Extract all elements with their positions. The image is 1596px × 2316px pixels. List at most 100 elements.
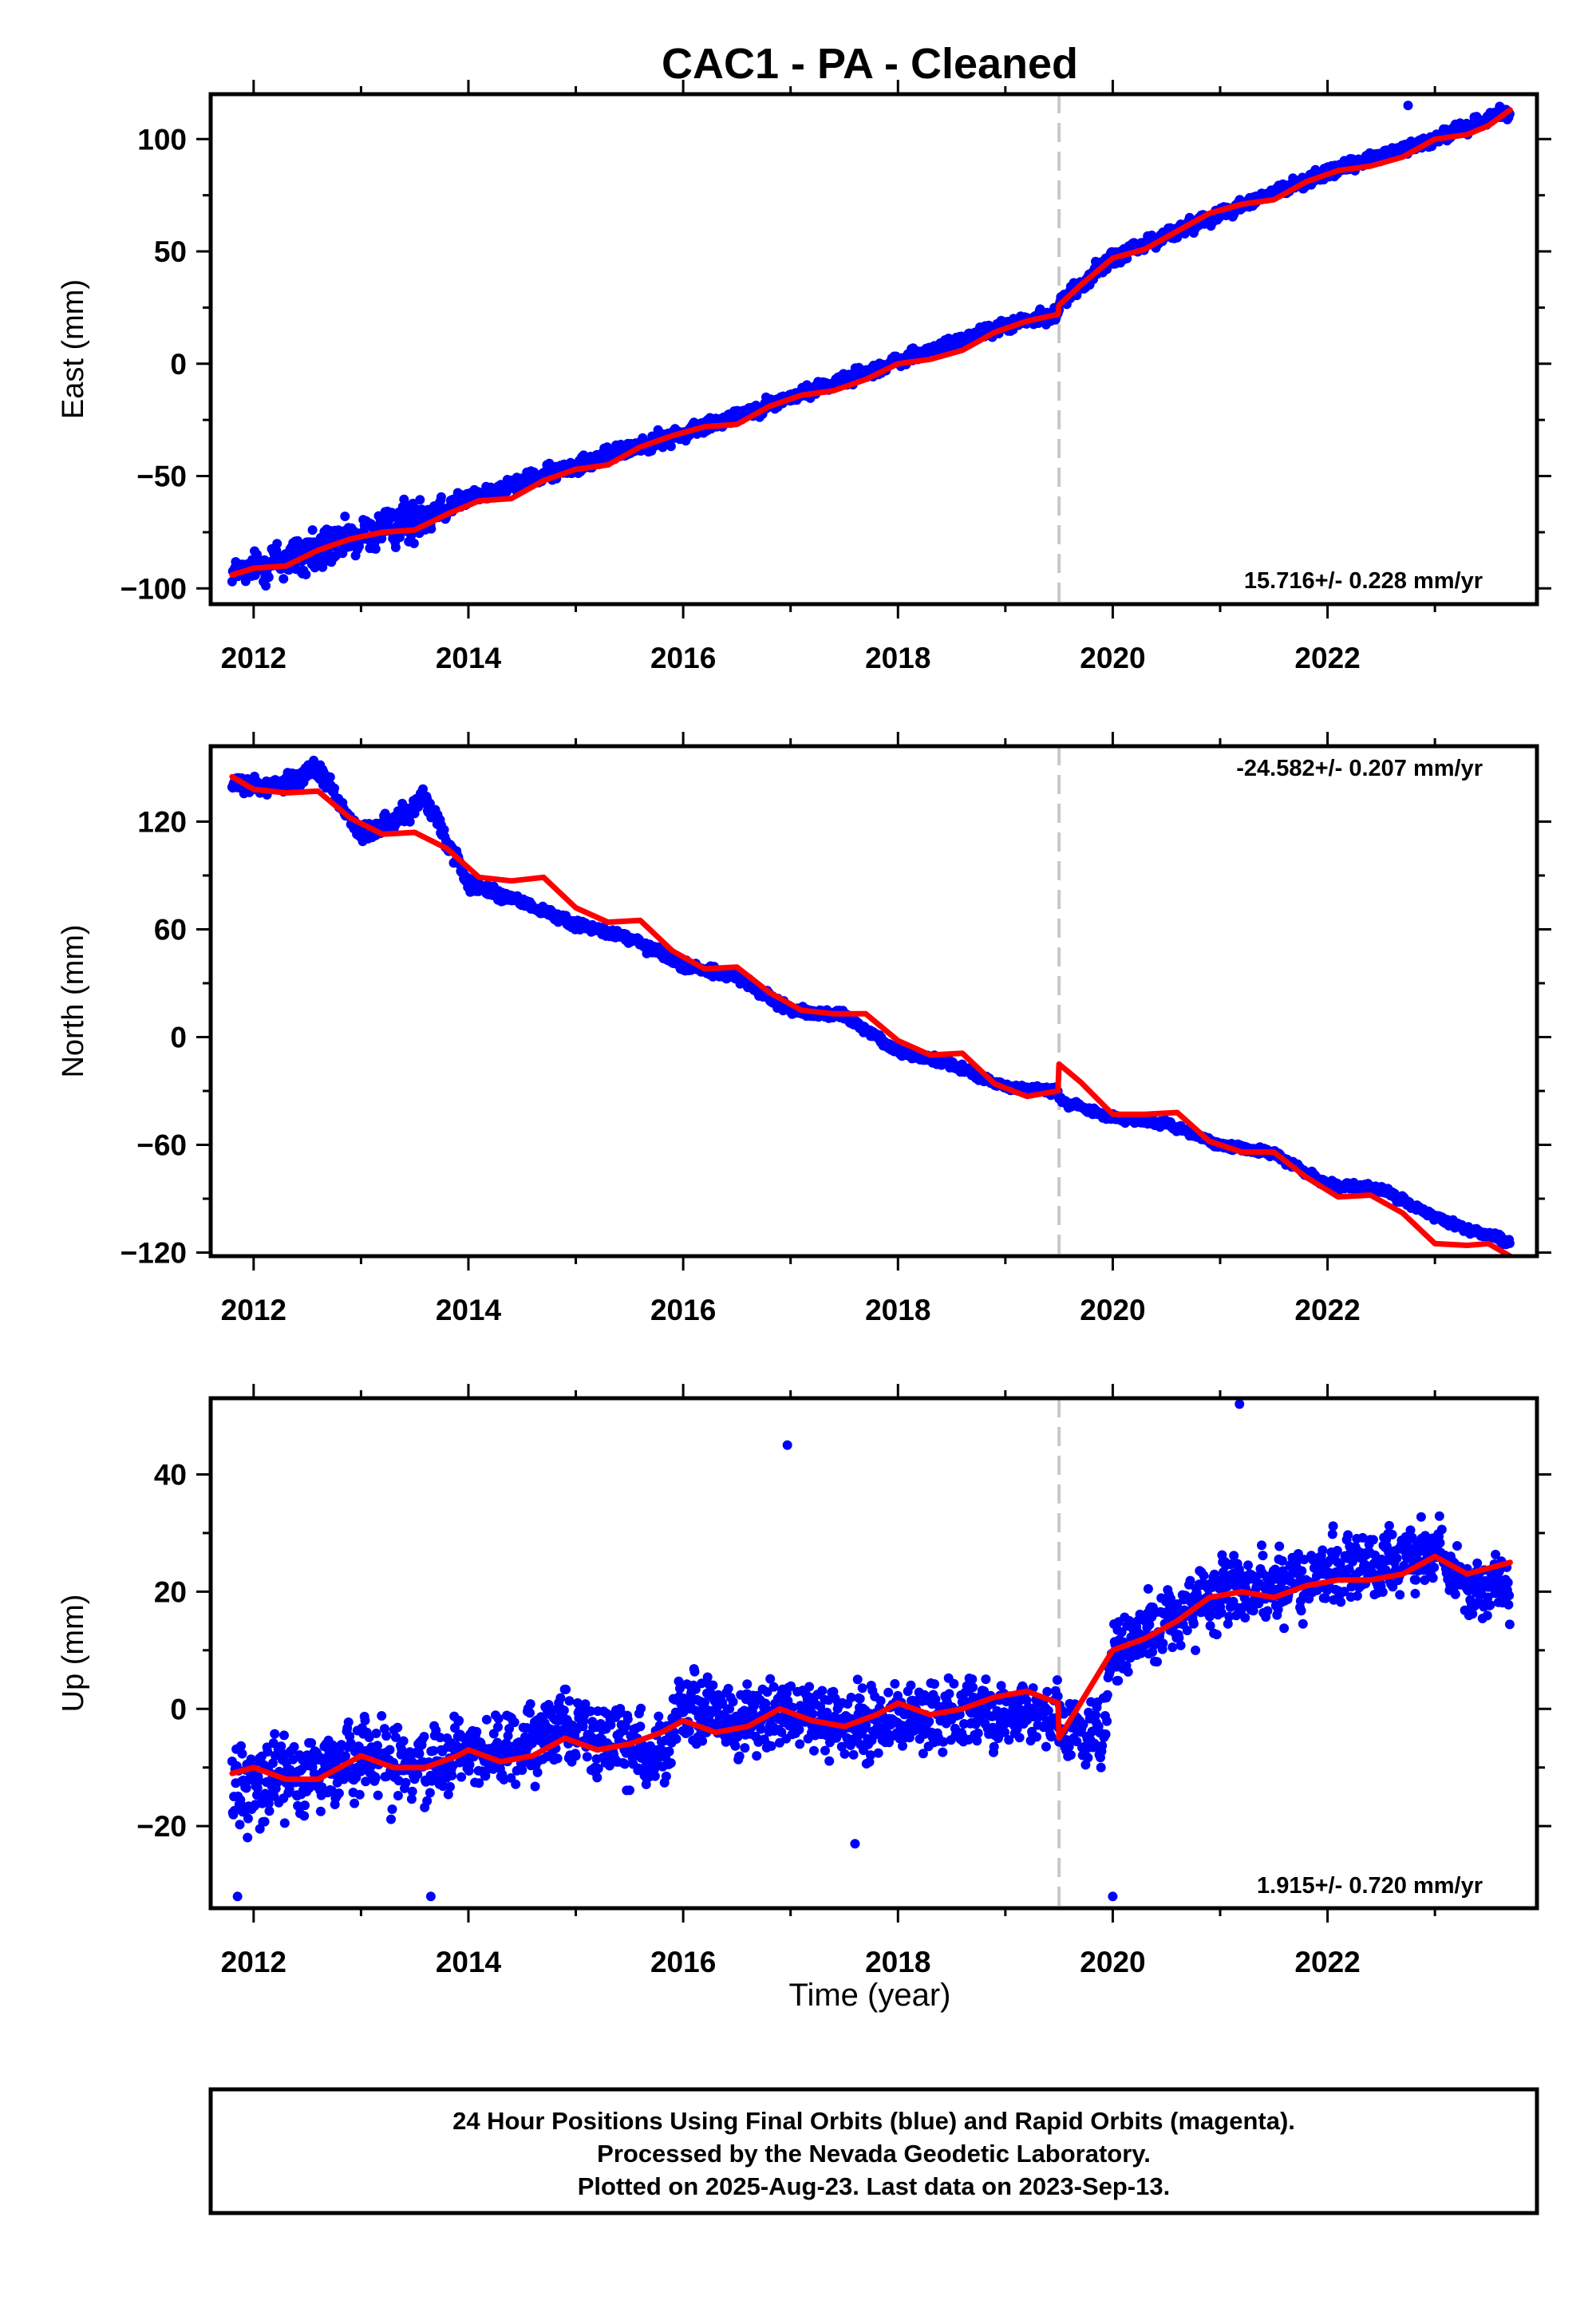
east-x-tick-label: 2020: [1080, 642, 1145, 674]
up-data-point: [419, 1732, 429, 1741]
up-data-point: [371, 1729, 381, 1738]
up-data-point: [386, 1814, 396, 1824]
up-data-point: [438, 1781, 448, 1792]
north-data-point: [405, 816, 415, 827]
east-panel: 2012 2014 2016 2018 2020 2022−100−50050100Eas…: [57, 80, 1551, 674]
east-data-point: [409, 538, 419, 548]
up-data-point: [300, 1800, 310, 1811]
up-data-point: [429, 1745, 439, 1756]
east-data-point: [415, 495, 425, 505]
up-data-point: [390, 1732, 401, 1742]
east-data-point: [426, 524, 437, 534]
up-data-point: [254, 1776, 264, 1786]
east-y-tick-label: 50: [154, 235, 187, 268]
up-data-point: [445, 1781, 455, 1792]
up-data-point: [464, 1760, 475, 1770]
east-data-point: [279, 574, 289, 584]
up-data-point: [398, 1736, 409, 1746]
north-y-tick-label: 0: [170, 1022, 187, 1054]
up-data-point: [385, 1745, 395, 1755]
up-data-point: [270, 1729, 280, 1739]
north-y-tick-label: 60: [154, 914, 187, 947]
east-data-point: [301, 569, 311, 579]
up-data-point: [243, 1813, 253, 1824]
north-y-tick-label: −60: [136, 1129, 187, 1162]
up-data-point: [525, 1699, 535, 1709]
up-data-point: [237, 1749, 247, 1759]
east-y-tick-label: −100: [120, 572, 187, 605]
up-data-point: [503, 1731, 513, 1741]
north-x-tick-label: 2016: [650, 1294, 716, 1326]
up-data-point: [350, 1798, 360, 1808]
north-panel: 2012 2014 2016 2018 2020 2022−120−60060120Nor…: [57, 732, 1551, 1326]
up-data-point: [431, 1725, 441, 1736]
east-data-point: [307, 525, 318, 536]
up-data-point: [373, 1741, 382, 1751]
east-x-tick-label: 2018: [865, 642, 930, 674]
up-data-point: [334, 1788, 344, 1798]
up-data-point: [360, 1715, 370, 1725]
north-data-point: [325, 772, 335, 782]
east-data-point: [318, 562, 328, 572]
up-data-point: [530, 1781, 540, 1792]
east-plot-area: [227, 94, 1515, 604]
east-x-tick-label: 2022: [1294, 642, 1360, 674]
up-data-point: [447, 1770, 457, 1780]
up-data-point: [456, 1772, 467, 1782]
up-data-point: [406, 1794, 417, 1804]
up-data-point: [370, 1773, 381, 1783]
up-data-point: [264, 1806, 275, 1816]
up-data-point: [414, 1749, 425, 1759]
up-data-point: [393, 1791, 403, 1800]
up-data-point: [259, 1816, 270, 1827]
north-frame: [208, 744, 1539, 1259]
up-data-point: [407, 1786, 417, 1796]
up-data-point: [481, 1714, 492, 1725]
up-data-point: [387, 1804, 397, 1814]
up-data-point: [413, 1769, 423, 1780]
up-data-point: [341, 1751, 350, 1761]
east-data-point: [436, 492, 446, 502]
north-data-point: [439, 824, 449, 835]
north-y-tick-label: 120: [137, 806, 187, 839]
east-x-tick-label: 2014: [436, 642, 502, 674]
east-data-point: [395, 532, 405, 543]
up-data-point: [299, 1811, 310, 1821]
east-data-point: [263, 572, 274, 583]
east-data-point: [261, 581, 271, 591]
east-outlier-point: [1403, 101, 1413, 111]
up-data-point: [493, 1722, 503, 1732]
east-y-tick-label: 0: [170, 348, 187, 381]
up-data-point: [241, 1783, 251, 1793]
north-data-point: [1504, 1238, 1515, 1248]
north-rate-label: -24.582+/- 0.207 mm/yr: [1236, 756, 1483, 781]
up-data-point: [346, 1738, 356, 1749]
up-data-point: [315, 1806, 326, 1816]
up-data-point: [373, 1790, 383, 1800]
north-y-tick-label: −120: [120, 1237, 187, 1270]
up-data-points: [227, 1399, 1515, 1902]
up-data-point: [474, 1778, 484, 1788]
up-data-point: [493, 1713, 504, 1724]
up-data-point: [379, 1724, 389, 1734]
up-data-point: [364, 1733, 374, 1742]
up-data-point: [293, 1800, 303, 1811]
up-data-point: [243, 1832, 253, 1843]
up-data-point: [454, 1715, 464, 1725]
north-y-axis-label: North (mm): [57, 924, 90, 1077]
up-data-point: [425, 1788, 435, 1798]
east-y-tick-label: −50: [136, 460, 187, 493]
up-data-point: [289, 1741, 299, 1752]
up-data-point: [284, 1784, 294, 1794]
east-data-point: [406, 531, 417, 541]
north-model-line: [229, 773, 1513, 1256]
north-x-tick-label: 2020: [1080, 1294, 1145, 1326]
up-data-point: [393, 1722, 403, 1733]
up-data-point: [509, 1717, 519, 1728]
up-data-point: [268, 1758, 278, 1769]
up-data-point: [543, 1700, 554, 1709]
east-rate-label: 15.716+/- 0.228 mm/yr: [1244, 568, 1483, 594]
north-data-points: [227, 755, 1515, 1250]
